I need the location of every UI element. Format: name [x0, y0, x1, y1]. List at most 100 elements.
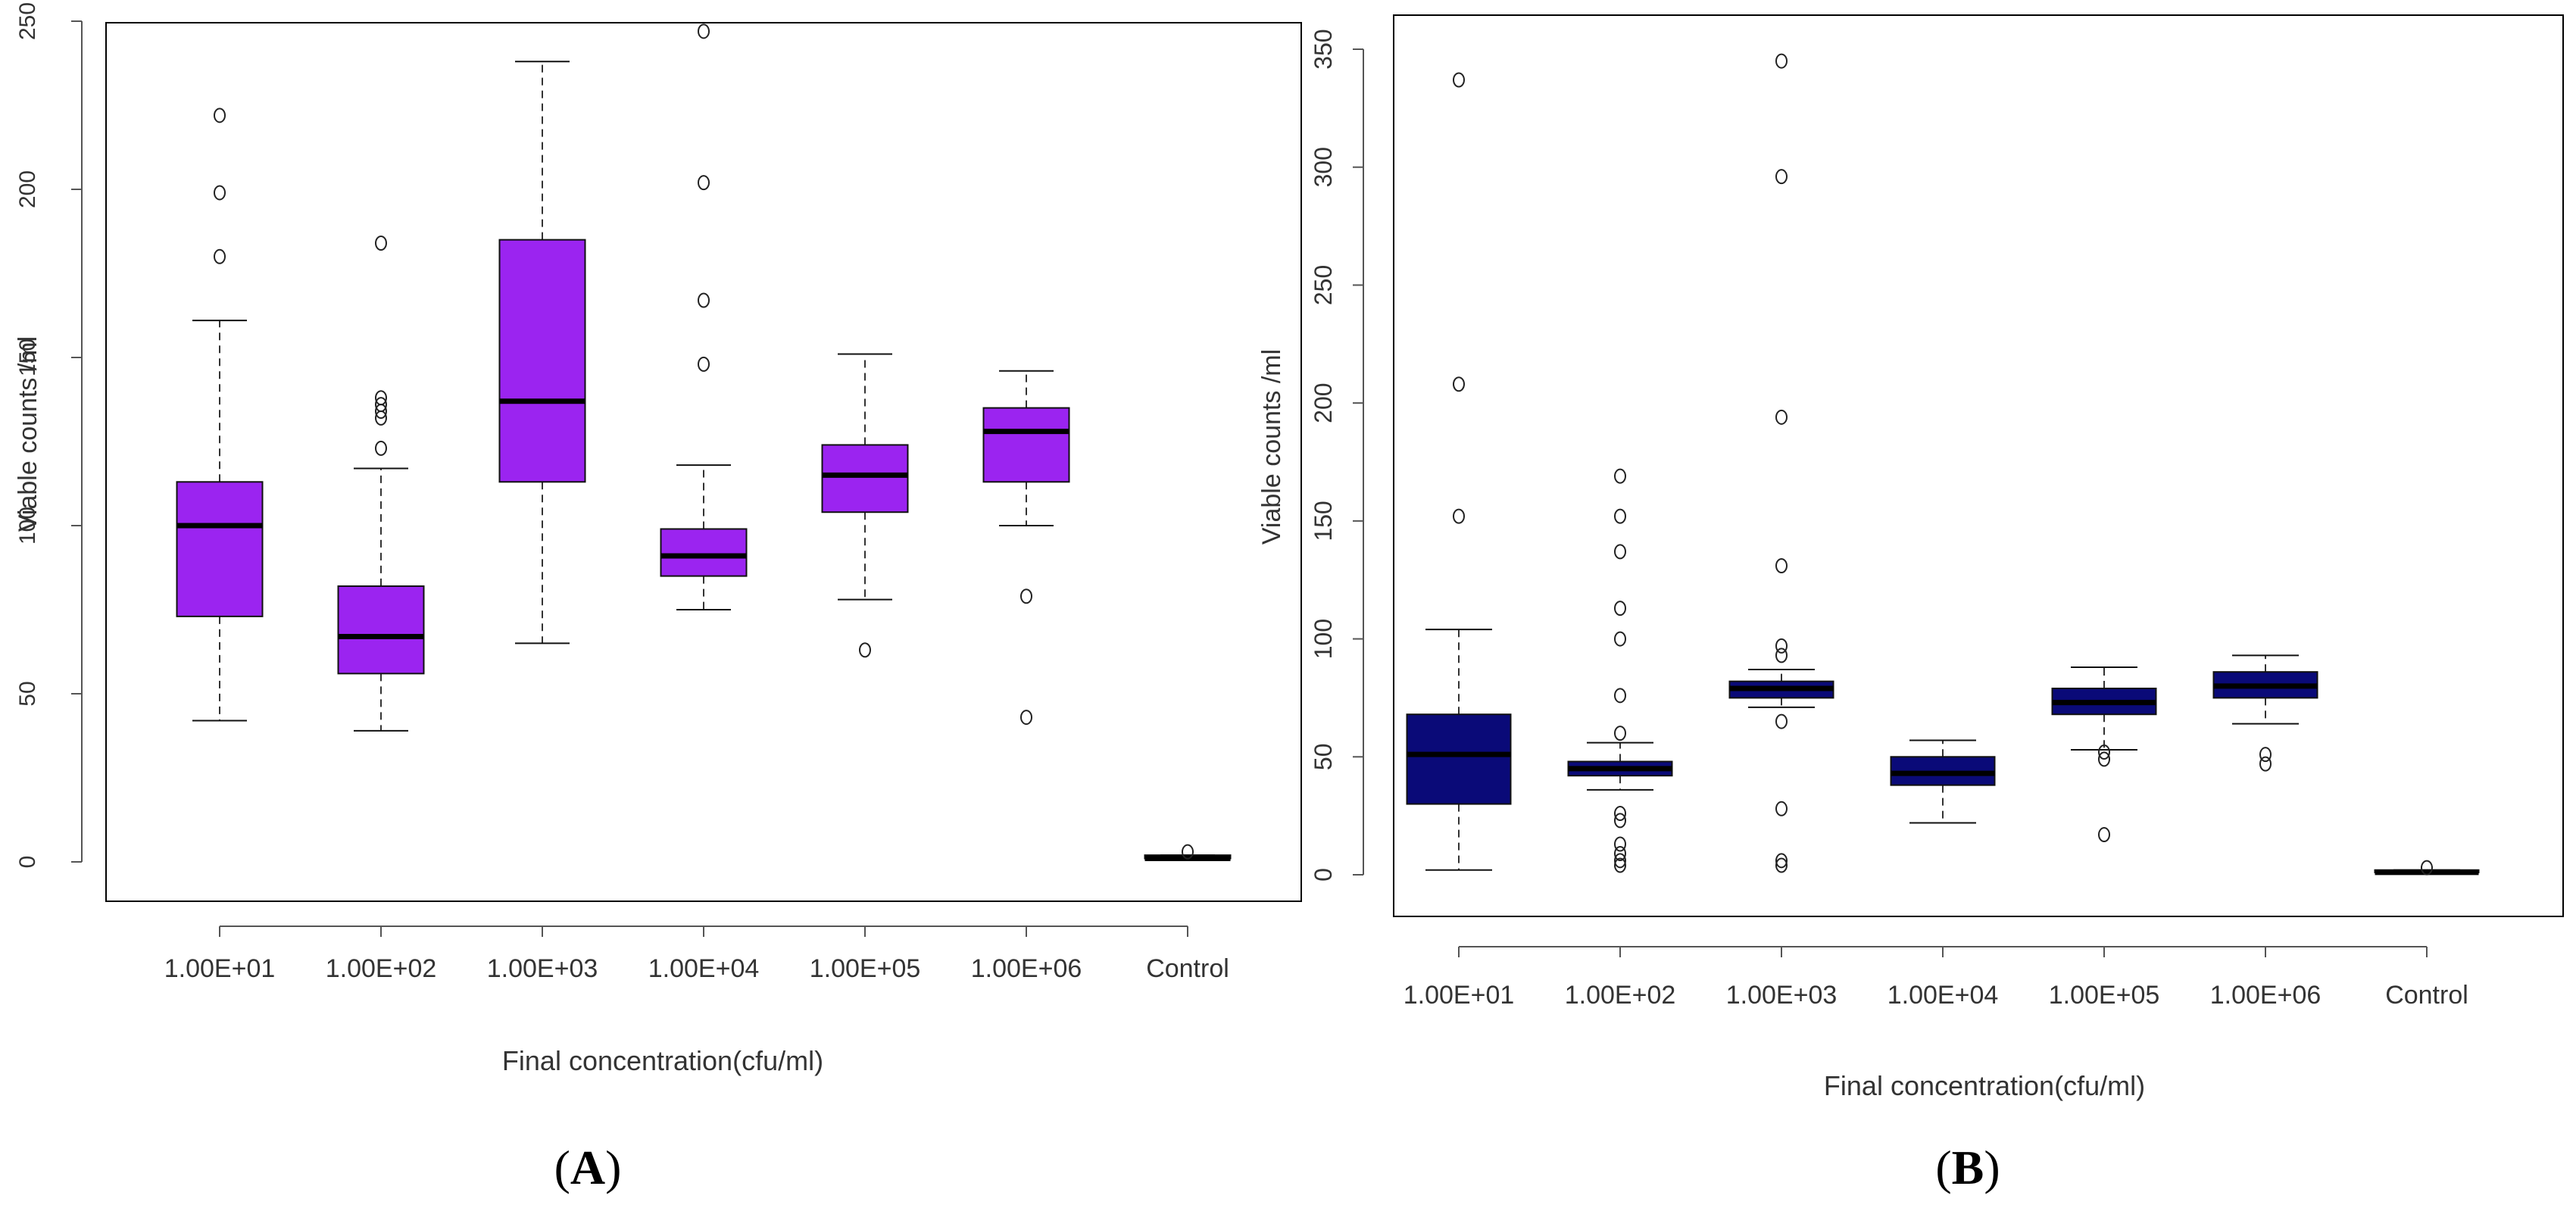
- x-tick-label: 1.00E+05: [810, 954, 921, 983]
- box-1.00E+01: [1406, 72, 1512, 871]
- outlier-point: [1775, 558, 1788, 574]
- y-axis-title-b: Viable counts /ml: [1257, 349, 1286, 545]
- iqr-box: [176, 481, 264, 617]
- outlier-point: [375, 397, 387, 413]
- plot-frame-a: [105, 22, 1302, 902]
- x-tick-label: 1.00E+03: [1726, 981, 1838, 1010]
- outlier-point: [1614, 813, 1626, 829]
- box-1.00E+02: [1567, 468, 1673, 873]
- outlier-point: [214, 185, 226, 201]
- plot-area-b: 0 50 100 150 200 250 300 350 1.00E+01 1.00E+02 1.0…: [1310, 29, 2480, 1010]
- box-Control: [1144, 844, 1232, 862]
- box-1.00E+03: [498, 61, 586, 645]
- outlier-point: [214, 108, 226, 123]
- outlier-point: [1775, 53, 1788, 69]
- outlier-point: [1614, 688, 1626, 704]
- x-tick-label: 1.00E+01: [164, 954, 276, 983]
- outlier-point: [1614, 508, 1626, 524]
- plot-frame-b: [1393, 14, 2564, 917]
- outlier-point: [1182, 844, 1194, 860]
- outlier-point: [698, 175, 710, 191]
- outlier-point: [375, 236, 387, 251]
- box-1.00E+01: [176, 108, 264, 722]
- y-axis-title-a: Viable counts /ml: [14, 336, 42, 532]
- outlier-point: [1614, 468, 1626, 484]
- outlier-point: [2421, 860, 2433, 876]
- outlier-point: [2098, 751, 2110, 767]
- y-tick-label: 150: [15, 339, 40, 376]
- panel-b: Viable counts /ml Final concentration(cf…: [1257, 14, 2564, 1194]
- x-tick-label: 1.00E+06: [2210, 981, 2322, 1010]
- outlier-point: [859, 642, 871, 658]
- y-tick-label: 300: [1310, 147, 1337, 187]
- outlier-point: [2098, 744, 2110, 760]
- outlier-point: [1614, 853, 1626, 869]
- outlier-point: [1775, 648, 1788, 663]
- box-1.00E+04: [1890, 739, 1996, 824]
- box-1.00E+02: [337, 236, 425, 732]
- y-tick-label: 50: [15, 681, 40, 706]
- x-tick-label: Control: [2385, 981, 2468, 1010]
- outlier-point: [1453, 508, 1465, 524]
- outlier-point: [1614, 845, 1626, 861]
- panel-label-b: (B): [1935, 1141, 2000, 1194]
- outlier-point: [1020, 710, 1032, 726]
- panel-label-a: (A): [554, 1141, 622, 1194]
- outlier-point: [1614, 631, 1626, 647]
- outlier-point: [1775, 409, 1788, 425]
- plot-area-a: 0 50 100 150 200 250 1.00E+01 1.00E+02 1.00E+03 1…: [15, 2, 1232, 983]
- x-axis-title-a: Final concentration(cfu/ml): [502, 1045, 823, 1076]
- box-Control: [2374, 860, 2480, 876]
- box-1.00E+06: [2212, 654, 2318, 772]
- outlier-point: [2098, 827, 2110, 843]
- y-tick-label: 0: [15, 856, 40, 869]
- outlier-point: [1614, 601, 1626, 616]
- y-tick-label: 200: [15, 170, 40, 208]
- outlier-point: [1775, 638, 1788, 654]
- outlier-point: [698, 356, 710, 372]
- outlier-point: [1614, 806, 1626, 822]
- panel-a: Viable counts /ml Final concentration(cf…: [14, 2, 1302, 1194]
- outlier-point: [1453, 376, 1465, 392]
- outlier-point: [1775, 801, 1788, 816]
- iqr-box: [337, 585, 425, 675]
- outlier-point: [698, 23, 710, 39]
- outlier-point: [1775, 169, 1788, 185]
- box-1.00E+03: [1728, 53, 1834, 873]
- outlier-point: [698, 292, 710, 308]
- y-tick-label: 350: [1310, 29, 1337, 69]
- y-tick-label: 100: [1310, 619, 1337, 659]
- x-tick-label: 1.00E+04: [648, 954, 760, 983]
- y-tick-label: 150: [1310, 501, 1337, 541]
- x-tick-label: 1.00E+02: [326, 954, 437, 983]
- outlier-point: [1775, 857, 1788, 873]
- x-tick-label: 1.00E+06: [971, 954, 1082, 983]
- iqr-box: [821, 444, 909, 513]
- box-1.00E+06: [982, 370, 1070, 726]
- outlier-point: [214, 248, 226, 264]
- box-1.00E+05: [821, 353, 909, 658]
- outlier-point: [375, 440, 387, 456]
- outlier-point: [2259, 747, 2272, 763]
- y-tick-label: 250: [15, 2, 40, 40]
- x-tick-label: 1.00E+05: [2049, 981, 2160, 1010]
- outlier-point: [1775, 853, 1788, 869]
- iqr-box: [660, 528, 748, 577]
- x-tick-label: Control: [1146, 954, 1229, 983]
- outlier-point: [1614, 836, 1626, 852]
- x-tick-label: 1.00E+02: [1565, 981, 1676, 1010]
- y-tick-label: 100: [15, 507, 40, 545]
- x-axis-title-b: Final concentration(cfu/ml): [1824, 1070, 2145, 1101]
- outlier-point: [1453, 72, 1465, 88]
- x-tick-label: 1.00E+01: [1404, 981, 1515, 1010]
- iqr-box: [1406, 713, 1512, 805]
- outlier-point: [1775, 713, 1788, 729]
- outlier-point: [375, 390, 387, 406]
- y-tick-label: 250: [1310, 265, 1337, 305]
- x-tick-label: 1.00E+03: [487, 954, 598, 983]
- box-1.00E+04: [660, 23, 748, 610]
- iqr-box: [982, 407, 1070, 483]
- y-tick-label: 200: [1310, 382, 1337, 423]
- outlier-point: [2259, 756, 2272, 772]
